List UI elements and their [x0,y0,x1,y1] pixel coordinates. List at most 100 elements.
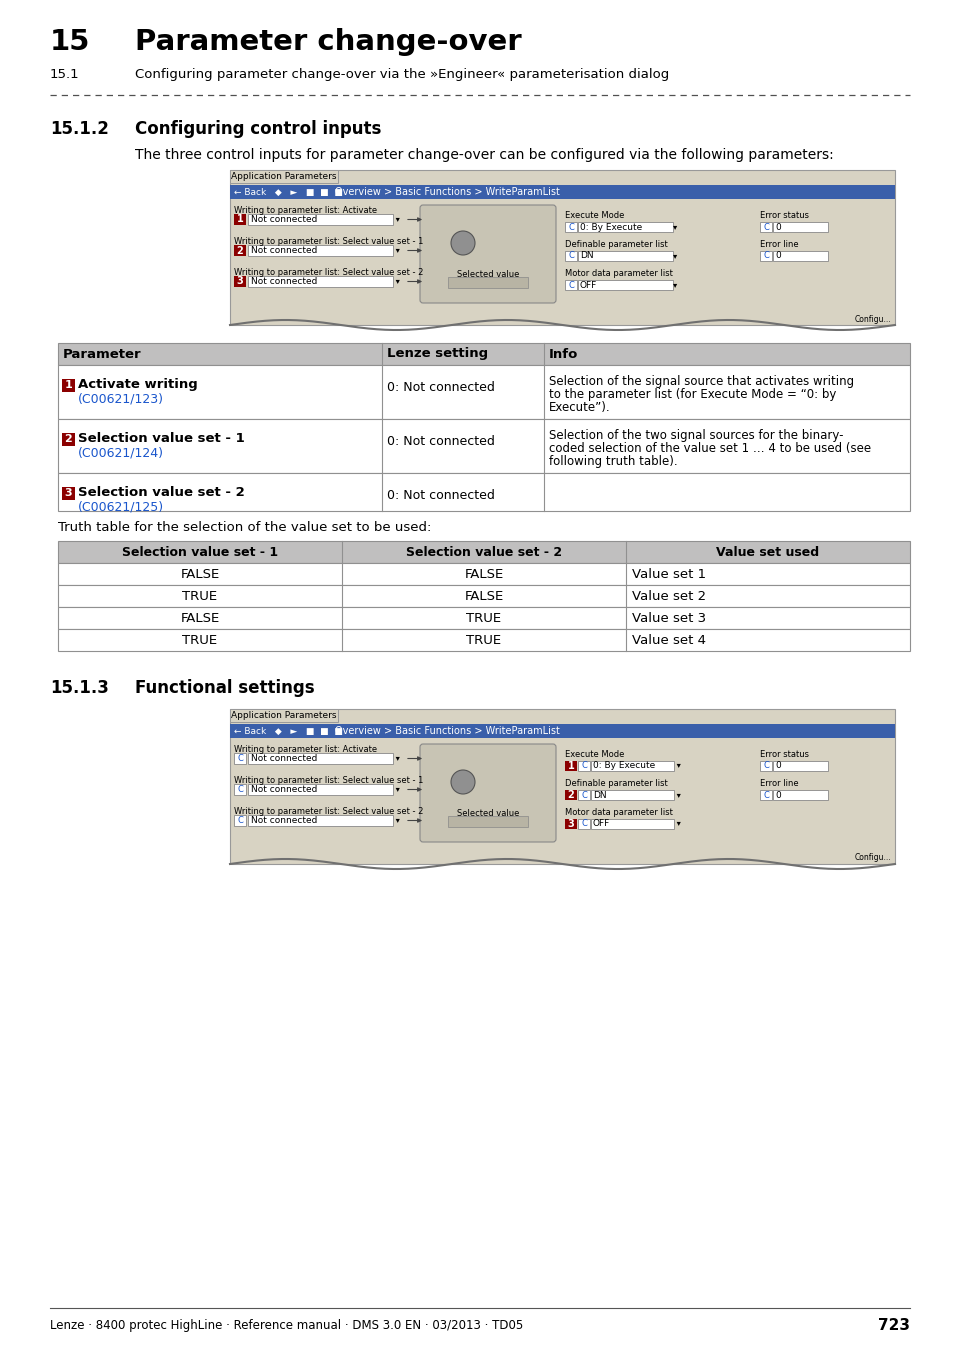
Text: ▾: ▾ [673,819,680,829]
Text: 3: 3 [567,819,574,829]
FancyBboxPatch shape [772,761,827,771]
FancyBboxPatch shape [590,819,673,829]
FancyBboxPatch shape [578,221,672,232]
Text: C: C [762,223,768,231]
FancyBboxPatch shape [58,364,909,418]
FancyBboxPatch shape [62,487,75,500]
FancyBboxPatch shape [578,761,589,771]
Text: coded selection of the value set 1 … 4 to be used (see: coded selection of the value set 1 … 4 t… [548,441,870,455]
Text: ▾: ▾ [673,791,680,799]
FancyBboxPatch shape [590,790,673,801]
Text: 3: 3 [236,277,243,286]
Text: ▾: ▾ [672,281,677,289]
FancyBboxPatch shape [230,170,337,184]
Text: Not connected: Not connected [251,215,317,224]
Text: Writing to parameter list: Select value set - 2: Writing to parameter list: Select value … [233,807,423,815]
Text: 0: By Execute: 0: By Execute [593,761,655,771]
Text: Error status: Error status [760,211,808,220]
FancyBboxPatch shape [62,433,75,446]
Text: 2: 2 [65,435,72,444]
Text: ▾: ▾ [672,223,677,231]
Text: Configu...: Configu... [854,315,890,324]
Text: OFF: OFF [593,819,610,829]
FancyBboxPatch shape [58,629,909,651]
FancyBboxPatch shape [58,608,909,629]
FancyBboxPatch shape [578,790,589,801]
Text: Value set 2: Value set 2 [631,590,705,602]
Circle shape [451,231,475,255]
Text: Lenze setting: Lenze setting [386,347,487,360]
Text: Functional settings: Functional settings [135,679,314,697]
Text: FALSE: FALSE [464,590,503,602]
Text: 0: Not connected: 0: Not connected [386,435,494,448]
FancyBboxPatch shape [58,563,909,585]
Text: 723: 723 [877,1319,909,1334]
Circle shape [451,769,475,794]
FancyBboxPatch shape [448,277,527,288]
Text: 0: 0 [774,761,780,771]
Text: 15.1.3: 15.1.3 [50,679,109,697]
Text: C: C [236,755,243,763]
FancyBboxPatch shape [578,819,589,829]
Text: Writing to parameter list: Activate: Writing to parameter list: Activate [233,207,376,215]
Text: 2: 2 [236,246,243,255]
Text: Parameter change-over: Parameter change-over [135,28,521,55]
FancyBboxPatch shape [248,784,393,795]
Text: Writing to parameter list: Activate: Writing to parameter list: Activate [233,745,376,755]
Text: Application Parameters: Application Parameters [231,171,336,181]
Text: Motor data parameter list: Motor data parameter list [564,269,672,278]
Text: The three control inputs for parameter change-over can be configured via the fol: The three control inputs for parameter c… [135,148,833,162]
Text: 15.1.2: 15.1.2 [50,120,109,138]
Text: DN: DN [593,791,606,799]
Text: Definable parameter list: Definable parameter list [564,240,667,248]
FancyBboxPatch shape [233,815,246,826]
FancyBboxPatch shape [590,761,673,771]
Text: Info: Info [548,347,578,360]
Text: ▾: ▾ [393,246,399,255]
Text: Configuring parameter change-over via the »Engineer« parameterisation dialog: Configuring parameter change-over via th… [135,68,669,81]
Text: Error line: Error line [760,779,798,788]
Text: C: C [762,251,768,261]
Text: C: C [580,761,586,771]
Text: ▾: ▾ [393,277,399,286]
Text: Not connected: Not connected [251,277,317,286]
Text: C: C [567,223,574,231]
Text: Not connected: Not connected [251,815,317,825]
Text: Motor data parameter list: Motor data parameter list [564,809,672,817]
Text: Selection value set - 2: Selection value set - 2 [406,545,561,559]
FancyBboxPatch shape [230,724,894,738]
FancyBboxPatch shape [564,790,577,801]
FancyBboxPatch shape [564,761,577,771]
FancyBboxPatch shape [58,472,909,512]
Text: C: C [567,251,574,261]
FancyBboxPatch shape [760,761,771,771]
FancyBboxPatch shape [233,275,246,288]
FancyBboxPatch shape [248,815,393,826]
Text: C: C [580,791,586,799]
Text: to the parameter list (for Execute Mode = “0: by: to the parameter list (for Execute Mode … [548,387,835,401]
Text: Configuring control inputs: Configuring control inputs [135,120,381,138]
FancyBboxPatch shape [230,170,894,325]
Text: ▾: ▾ [393,215,399,224]
Text: Selection value set - 1: Selection value set - 1 [78,432,245,446]
Text: ← Back   ◆   ►   ■  ■  ■: ← Back ◆ ► ■ ■ ■ [233,188,342,197]
FancyBboxPatch shape [58,418,909,472]
Text: Value set 4: Value set 4 [631,633,705,647]
FancyBboxPatch shape [772,251,827,261]
Text: Parameter: Parameter [63,347,141,360]
Text: Selection of the two signal sources for the binary-: Selection of the two signal sources for … [548,429,842,441]
Text: (C00621/123): (C00621/123) [78,393,164,406]
Text: following truth table).: following truth table). [548,455,677,468]
Text: Overview > Basic Functions > WriteParamList: Overview > Basic Functions > WriteParamL… [335,726,559,736]
FancyBboxPatch shape [230,709,894,864]
Text: Execute Mode: Execute Mode [564,211,623,220]
FancyBboxPatch shape [760,251,771,261]
FancyBboxPatch shape [248,215,393,225]
Text: Selection of the signal source that activates writing: Selection of the signal source that acti… [548,375,853,387]
Text: Selected value: Selected value [456,809,518,818]
FancyBboxPatch shape [564,251,577,261]
Text: TRUE: TRUE [182,590,217,602]
Text: Not connected: Not connected [251,755,317,763]
Text: 0: By Execute: 0: By Execute [579,223,641,231]
FancyBboxPatch shape [760,221,771,232]
